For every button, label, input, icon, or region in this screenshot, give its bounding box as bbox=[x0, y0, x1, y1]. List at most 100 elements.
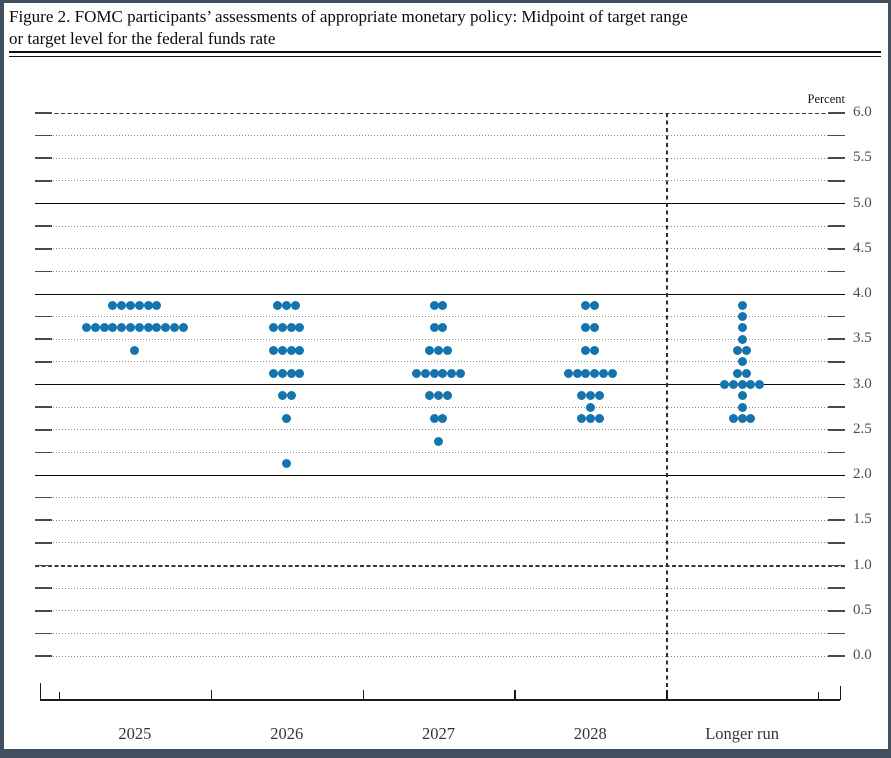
grid-right-tick bbox=[828, 134, 845, 137]
x-axis-tick bbox=[840, 686, 842, 700]
projection-dot bbox=[447, 368, 457, 378]
grid-left-tick bbox=[35, 247, 52, 250]
projection-dot bbox=[737, 300, 747, 310]
y-axis-tick-label: 6.0 bbox=[853, 103, 872, 120]
projection-dot bbox=[720, 380, 729, 389]
projection-dot bbox=[590, 323, 600, 333]
projection-dot bbox=[152, 323, 162, 333]
grid-right-tick bbox=[828, 338, 845, 341]
projection-dot bbox=[728, 413, 738, 423]
y-axis-tick-label: 1.0 bbox=[853, 556, 872, 573]
gridline-dotted bbox=[35, 406, 845, 408]
projection-dot bbox=[286, 346, 296, 356]
projection-dot bbox=[412, 368, 421, 378]
projection-dot bbox=[438, 368, 448, 378]
longer-run-separator bbox=[666, 113, 668, 700]
grid-right-tick bbox=[828, 587, 845, 589]
projection-dot bbox=[420, 368, 430, 378]
grid-right-tick bbox=[828, 270, 845, 273]
y-axis-tick-label: 4.5 bbox=[853, 239, 872, 256]
x-axis-tick bbox=[210, 690, 213, 700]
projection-dot bbox=[572, 368, 582, 378]
gridline-dotted bbox=[35, 429, 845, 431]
x-axis-category-label: Longer run bbox=[705, 724, 779, 743]
projection-dot bbox=[277, 323, 287, 333]
gridline-dotted bbox=[35, 270, 845, 272]
projection-dot bbox=[737, 391, 747, 401]
x-axis-category-label: 2028 bbox=[573, 724, 607, 743]
x-axis-tick bbox=[666, 690, 668, 700]
projection-dot bbox=[581, 368, 591, 378]
projection-dot bbox=[737, 312, 747, 322]
projection-dot bbox=[108, 323, 118, 333]
grid-right-tick bbox=[828, 609, 845, 612]
y-axis-tick-label: 5.0 bbox=[853, 194, 872, 211]
projection-dot bbox=[742, 346, 751, 356]
grid-left-tick bbox=[35, 270, 52, 273]
gridline-dotted bbox=[35, 180, 845, 182]
projection-dot bbox=[82, 323, 91, 333]
gridline-dotted bbox=[35, 338, 845, 340]
projection-dot bbox=[117, 323, 127, 333]
figure-title: Figure 2. FOMC participants’ assessments… bbox=[9, 6, 879, 50]
grid-left-tick bbox=[35, 157, 52, 160]
projection-dot bbox=[286, 368, 296, 378]
grid-left-tick bbox=[35, 519, 52, 522]
projection-dot bbox=[438, 300, 448, 310]
projection-dot bbox=[269, 368, 278, 378]
grid-right-tick bbox=[828, 519, 845, 522]
projection-dot bbox=[295, 368, 305, 378]
grid-left-tick bbox=[35, 315, 52, 318]
projection-dot bbox=[286, 323, 296, 333]
grid-left-tick bbox=[35, 180, 52, 182]
projection-dot bbox=[269, 323, 278, 333]
gridline-dotted bbox=[35, 451, 845, 453]
x-axis-category-label: 2025 bbox=[118, 724, 152, 743]
projection-dot bbox=[746, 380, 756, 389]
gridline-dotted bbox=[35, 225, 845, 227]
projection-dot bbox=[282, 300, 292, 310]
grid-left-tick bbox=[35, 112, 52, 114]
projection-dot bbox=[429, 368, 439, 378]
projection-dot bbox=[291, 300, 300, 310]
x-axis-tick bbox=[40, 683, 42, 700]
projection-dot bbox=[737, 334, 747, 344]
grid-right-tick bbox=[828, 542, 845, 544]
y-axis-unit-label: Percent bbox=[807, 92, 845, 106]
y-axis-tick-label: 2.5 bbox=[853, 420, 872, 437]
projection-dot bbox=[117, 300, 127, 310]
projection-dot bbox=[577, 391, 586, 401]
projection-dot bbox=[737, 380, 747, 389]
projection-dot bbox=[277, 346, 287, 356]
projection-dot bbox=[442, 346, 452, 356]
projection-dot bbox=[563, 368, 573, 378]
projection-dot bbox=[178, 323, 188, 333]
projection-dot bbox=[737, 413, 747, 423]
projection-dot bbox=[434, 436, 443, 446]
figure-title-line1: Figure 2. FOMC participants’ assessments… bbox=[9, 7, 688, 26]
grid-left-tick bbox=[35, 134, 52, 137]
projection-dot bbox=[273, 300, 283, 310]
projection-dot bbox=[742, 368, 751, 378]
grid-right-tick bbox=[828, 428, 845, 431]
projection-dot bbox=[599, 368, 608, 378]
projection-dot bbox=[585, 413, 595, 423]
projection-dot bbox=[126, 300, 135, 310]
projection-dot bbox=[442, 391, 452, 401]
projection-dot bbox=[590, 300, 600, 310]
y-axis-tick-label: 0.0 bbox=[853, 646, 872, 663]
grid-right-tick bbox=[828, 655, 845, 657]
projection-dot bbox=[737, 323, 747, 333]
projection-dot bbox=[737, 402, 747, 412]
x-axis-category-label: 2026 bbox=[270, 724, 304, 743]
projection-dot bbox=[438, 323, 448, 333]
y-axis-tick-label: 3.5 bbox=[853, 330, 872, 347]
grid-right-tick bbox=[828, 451, 845, 454]
projection-dot bbox=[438, 413, 448, 423]
grid-left-tick bbox=[35, 451, 52, 454]
projection-dot bbox=[728, 380, 738, 389]
projection-dot bbox=[581, 323, 591, 333]
projection-dot bbox=[594, 413, 604, 423]
projection-dot bbox=[99, 323, 109, 333]
